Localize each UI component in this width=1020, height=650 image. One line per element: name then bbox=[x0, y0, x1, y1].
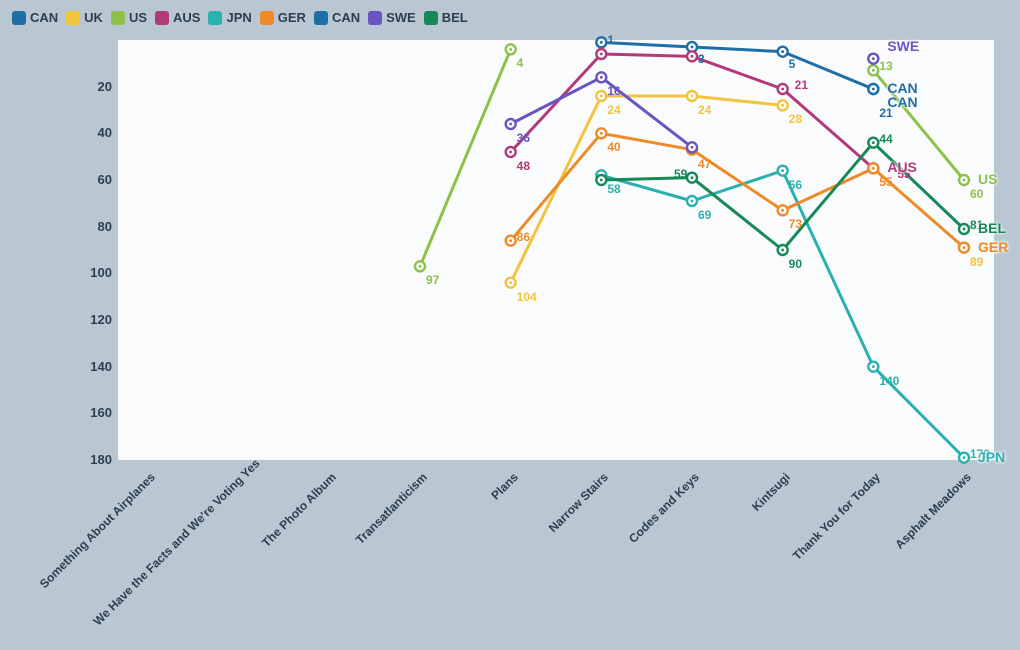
plot-area bbox=[118, 40, 994, 460]
x-tick-label: Plans bbox=[362, 470, 520, 628]
point-label: 48 bbox=[517, 159, 530, 173]
legend-label: AUS bbox=[173, 10, 200, 25]
point-label: 55 bbox=[879, 175, 892, 189]
legend-label: BEL bbox=[442, 10, 468, 25]
chart-root: CAN UK US AUS JPN GER CAN SWE BEL 20 40 60 80 100 120… bbox=[0, 0, 1020, 650]
point-label: 86 bbox=[517, 230, 530, 244]
point-label: 140 bbox=[879, 374, 899, 388]
x-tick-label: Narrow Stairs bbox=[453, 470, 611, 628]
x-tick-label: Transatlanticism bbox=[272, 470, 430, 628]
point-label: 56 bbox=[789, 178, 802, 192]
point-label: 24 bbox=[698, 103, 711, 117]
point-label: 28 bbox=[789, 112, 802, 126]
legend-swatch bbox=[314, 11, 328, 25]
point-label: 59 bbox=[674, 167, 687, 181]
point-label: 13 bbox=[879, 59, 892, 73]
point-label: 60 bbox=[970, 187, 983, 201]
series-end-label: AUS bbox=[887, 159, 917, 175]
point-label: 21 bbox=[795, 78, 808, 92]
legend-label: GER bbox=[278, 10, 306, 25]
point-label: 73 bbox=[789, 217, 802, 231]
point-label: 47 bbox=[698, 157, 711, 171]
point-label: 69 bbox=[698, 208, 711, 222]
x-tick-label: The Photo Album bbox=[181, 470, 339, 628]
x-tick-label: Kintsugi bbox=[634, 470, 792, 628]
legend-label: US bbox=[129, 10, 147, 25]
legend-swatch bbox=[208, 11, 222, 25]
legend-label: CAN bbox=[30, 10, 58, 25]
legend-label: SWE bbox=[386, 10, 416, 25]
lines-svg bbox=[118, 40, 994, 460]
legend-label: JPN bbox=[226, 10, 251, 25]
y-tick-label: 60 bbox=[98, 172, 112, 187]
point-label: 4 bbox=[517, 56, 524, 70]
legend-item[interactable]: SWE bbox=[368, 10, 416, 25]
series-end-label: GER bbox=[978, 239, 1008, 255]
legend-item[interactable]: JPN bbox=[208, 10, 251, 25]
legend: CAN UK US AUS JPN GER CAN SWE BEL bbox=[12, 10, 1008, 25]
point-label: 58 bbox=[607, 182, 620, 196]
legend-item[interactable]: AUS bbox=[155, 10, 200, 25]
point-label: 90 bbox=[789, 257, 802, 271]
series-end-label: CAN bbox=[887, 94, 917, 110]
point-label: 104 bbox=[517, 290, 537, 304]
point-label: 3 bbox=[698, 52, 705, 66]
y-tick-label: 180 bbox=[90, 452, 112, 467]
point-label: 44 bbox=[879, 132, 892, 146]
series-end-label: SWE bbox=[887, 38, 919, 54]
x-tick-label: Thank You for Today bbox=[725, 470, 883, 628]
series-end-label: BEL bbox=[978, 220, 1006, 236]
legend-swatch bbox=[424, 11, 438, 25]
series-end-label: JPN bbox=[978, 449, 1005, 465]
legend-item[interactable]: US bbox=[111, 10, 147, 25]
legend-item[interactable]: CAN bbox=[314, 10, 360, 25]
x-tick-label: Codes and Keys bbox=[544, 470, 702, 628]
point-label: 24 bbox=[607, 103, 620, 117]
y-tick-label: 160 bbox=[90, 405, 112, 420]
legend-swatch bbox=[66, 11, 80, 25]
y-tick-label: 140 bbox=[90, 359, 112, 374]
legend-swatch bbox=[111, 11, 125, 25]
y-tick-label: 120 bbox=[90, 312, 112, 327]
legend-label: UK bbox=[84, 10, 103, 25]
point-label: 16 bbox=[607, 84, 620, 98]
legend-swatch bbox=[260, 11, 274, 25]
legend-item[interactable]: GER bbox=[260, 10, 306, 25]
legend-item[interactable]: UK bbox=[66, 10, 103, 25]
x-tick-label: We Have the Facts and We're Voting Yes bbox=[90, 470, 248, 628]
legend-swatch bbox=[12, 11, 26, 25]
point-label: 89 bbox=[970, 255, 983, 269]
point-label: 5 bbox=[789, 57, 796, 71]
legend-label: CAN bbox=[332, 10, 360, 25]
series-end-label: US bbox=[978, 171, 997, 187]
legend-item[interactable]: BEL bbox=[424, 10, 468, 25]
legend-item[interactable]: CAN bbox=[12, 10, 58, 25]
y-tick-label: 40 bbox=[98, 125, 112, 140]
x-tick-label: Asphalt Meadows bbox=[816, 470, 974, 628]
point-label: 40 bbox=[607, 140, 620, 154]
x-tick-label: Something About Airplanes bbox=[0, 470, 158, 628]
legend-swatch bbox=[155, 11, 169, 25]
point-label: 1 bbox=[607, 33, 614, 47]
y-tick-label: 100 bbox=[90, 265, 112, 280]
y-tick-label: 20 bbox=[98, 79, 112, 94]
point-label: 97 bbox=[426, 273, 439, 287]
point-label: 36 bbox=[517, 131, 530, 145]
y-tick-label: 80 bbox=[98, 219, 112, 234]
legend-swatch bbox=[368, 11, 382, 25]
